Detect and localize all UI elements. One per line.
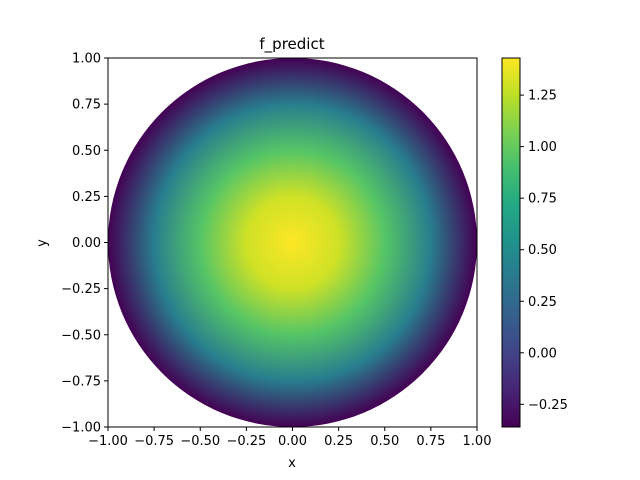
y-axis-ticks: −1.00 −0.75 −0.50 −0.25 0.00 0.25 0.50 0.75 1.00 bbox=[61, 52, 108, 436]
x-tick-label: −1.00 bbox=[88, 434, 128, 449]
colorbar bbox=[501, 57, 521, 428]
y-axis-title: y bbox=[35, 239, 50, 247]
x-tick-label: 0.25 bbox=[324, 434, 353, 449]
colorbar-tick-label: 0.00 bbox=[528, 346, 557, 361]
x-tick-label: −0.75 bbox=[134, 434, 174, 449]
x-axis-title: x bbox=[288, 456, 296, 471]
y-tick-label: 0.50 bbox=[72, 144, 101, 159]
y-tick-label: 0.00 bbox=[72, 236, 101, 251]
y-tick-label: −0.50 bbox=[61, 328, 101, 343]
y-tick-label: 0.75 bbox=[72, 98, 101, 113]
x-axis-ticks: −1.00 −0.75 −0.50 −0.25 0.00 0.25 0.50 0.75 1.00 bbox=[88, 427, 491, 449]
colorbar-tick-label: 1.00 bbox=[528, 140, 557, 155]
x-tick-label: 0.75 bbox=[416, 434, 445, 449]
x-tick-label: 0.50 bbox=[370, 434, 399, 449]
y-tick-label: −0.75 bbox=[61, 374, 101, 389]
colorbar-tick-label: 1.25 bbox=[528, 89, 557, 104]
x-tick-label: −0.25 bbox=[226, 434, 266, 449]
colorbar-tick-label: 0.25 bbox=[528, 295, 557, 310]
x-tick-label: 1.00 bbox=[463, 434, 492, 449]
x-tick-label: 0.00 bbox=[278, 434, 307, 449]
y-tick-label: 0.25 bbox=[72, 190, 101, 205]
colorbar-tick-label: 0.50 bbox=[528, 243, 557, 258]
y-tick-label: −0.25 bbox=[61, 282, 101, 297]
chart-title: f_predict bbox=[259, 35, 324, 54]
y-tick-label: −1.00 bbox=[61, 421, 101, 436]
x-tick-label: −0.50 bbox=[180, 434, 220, 449]
colorbar-ticks: −0.25 0.00 0.25 0.50 0.75 1.00 1.25 bbox=[520, 89, 568, 413]
colorbar-tick-label: −0.25 bbox=[528, 398, 568, 413]
heatmap-disk bbox=[108, 58, 477, 427]
y-tick-label: 1.00 bbox=[72, 52, 101, 67]
colorbar-tick-label: 0.75 bbox=[528, 192, 557, 207]
